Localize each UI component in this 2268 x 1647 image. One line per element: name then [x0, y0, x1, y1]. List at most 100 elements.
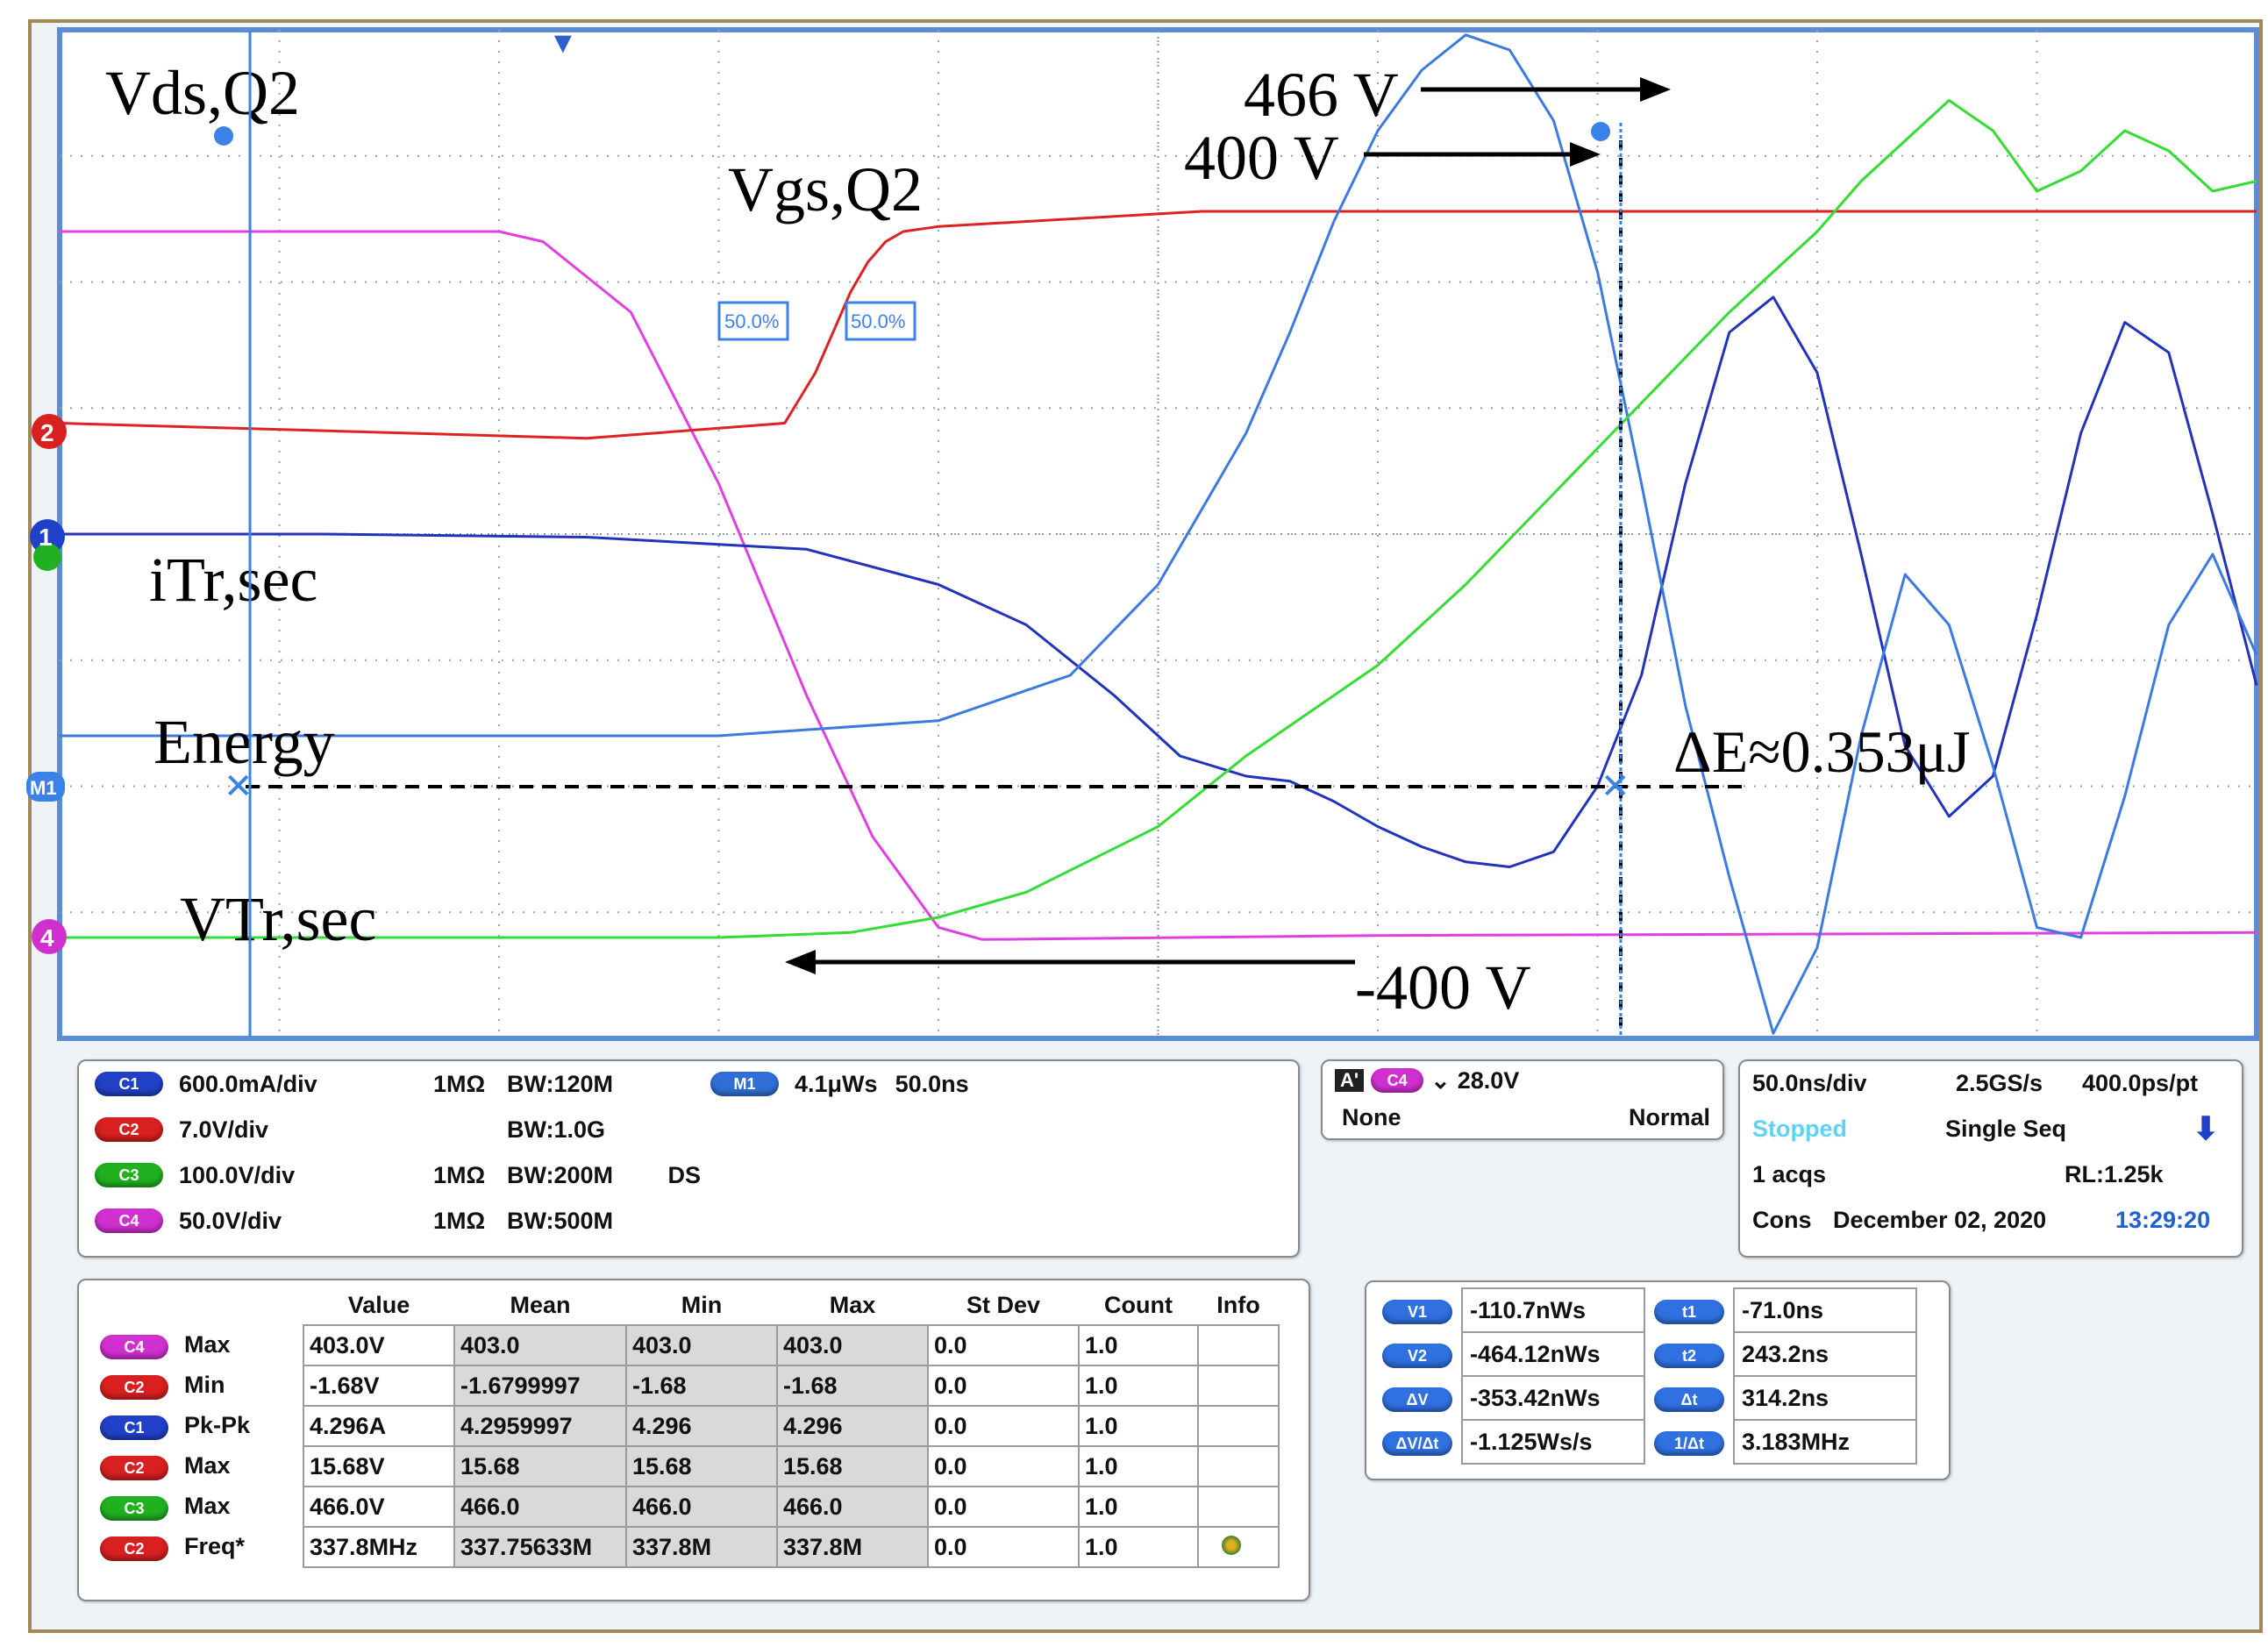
cursor-x-1: ✕ — [224, 767, 253, 806]
cell-stdev: 0.0 — [927, 1365, 1080, 1407]
measurement-type: Max — [184, 1331, 231, 1358]
arrow-466-head — [1640, 77, 1671, 102]
trigger-coupling: None — [1342, 1103, 1401, 1130]
cell-min: 15.68 — [625, 1445, 778, 1487]
bandwidth-label: BW: — [507, 1070, 554, 1097]
bandwidth-label: BW: — [507, 1161, 554, 1188]
cell-info — [1197, 1405, 1280, 1447]
table-row: C1 Pk-Pk 4.296A 4.2959997 4.296 4.296 0.0 1.0 — [95, 1405, 1280, 1447]
channel-extra: DS — [667, 1161, 702, 1188]
cursor-t-value: 243.2ns — [1733, 1331, 1917, 1377]
marker-m1: M1 — [26, 772, 65, 802]
cursor-v-badge[interactable]: V1 — [1382, 1300, 1452, 1324]
run-stop-arrow-icon[interactable]: ⬇ — [2193, 1110, 2220, 1146]
cell-info — [1197, 1365, 1280, 1407]
measurement-source-badge[interactable]: C2 — [100, 1375, 168, 1400]
channel-scale: 100.0V/div — [179, 1161, 296, 1188]
measurement-type: Pk-Pk — [184, 1412, 251, 1438]
cell-value: -1.68V — [303, 1365, 455, 1407]
trigger-a-badge[interactable]: A' — [1335, 1069, 1365, 1092]
trace-vtr-sec — [60, 99, 2257, 939]
edge-measure-left: 50.0% — [717, 301, 789, 341]
cell-mean: 337.75633M — [453, 1526, 627, 1568]
channel-badge[interactable]: C3 — [95, 1163, 163, 1187]
cell-info — [1197, 1445, 1280, 1487]
table-row: C3 Max 466.0V 466.0 466.0 466.0 0.0 1.0 — [95, 1486, 1280, 1528]
cell-count: 1.0 — [1078, 1486, 1199, 1528]
trigger-source-badge[interactable]: C4 — [1371, 1068, 1424, 1093]
channel-row: C2 7.0V/div BW: 1.0G — [95, 1110, 668, 1149]
cell-info — [1197, 1324, 1280, 1366]
trigger-slope-icon: ⌄ — [1430, 1066, 1451, 1094]
channel-panel: C1 600.0mA/div 1MΩ BW: 120M C2 7.0V/div BW: 1.0G… — [77, 1059, 1300, 1258]
label-466v: 466 V — [1244, 60, 1399, 130]
table-row: C2 Min -1.68V -1.6799997 -1.68 -1.68 0.0 1.0 — [95, 1365, 1280, 1407]
cell-mean: 403.0 — [453, 1324, 627, 1366]
math-badge[interactable]: M1 — [710, 1072, 779, 1096]
cell-value: 403.0V — [303, 1324, 455, 1366]
cell-min: 403.0 — [625, 1324, 778, 1366]
cursor-row: ΔV -353.42nWs Δt 314.2ns — [1373, 1375, 1917, 1421]
table-row: C2 Max 15.68V 15.68 15.68 15.68 0.0 1.0 — [95, 1445, 1280, 1487]
measurement-type: Max — [184, 1452, 231, 1479]
channel-badge[interactable]: C2 — [95, 1117, 163, 1142]
cell-max: 466.0 — [776, 1486, 929, 1528]
arrow-neg400-head — [785, 950, 816, 974]
svg-text:1: 1 — [39, 524, 53, 551]
cell-count: 1.0 — [1078, 1324, 1199, 1366]
col-max: Max — [829, 1291, 876, 1318]
cell-min: 466.0 — [625, 1486, 778, 1528]
cell-count: 1.0 — [1078, 1365, 1199, 1407]
cursor-v-value: -353.42nWs — [1461, 1375, 1645, 1421]
measurement-source-badge[interactable]: C1 — [100, 1415, 168, 1440]
channel-badge[interactable]: C1 — [95, 1072, 163, 1096]
svg-text:50.0%: 50.0% — [851, 310, 905, 332]
table-row: C2 Freq* 337.8MHz 337.75633M 337.8M 337.8M 0.0… — [95, 1526, 1280, 1568]
measurement-source-badge[interactable]: C3 — [100, 1496, 168, 1521]
cell-max: 337.8M — [776, 1526, 929, 1568]
col-mean: Mean — [510, 1291, 571, 1318]
timebase-div: 50.0ns/div — [1752, 1070, 1867, 1096]
trace-itr-sec — [60, 296, 2258, 868]
status-dot-icon — [1222, 1535, 1241, 1555]
bandwidth-label: BW: — [507, 1116, 554, 1143]
label-neg400v: -400 V — [1355, 952, 1531, 1023]
cursor-x-2: ✕ — [1601, 767, 1630, 806]
channel-impedance: 1MΩ — [433, 1070, 486, 1097]
cursor-t-badge[interactable]: t1 — [1654, 1300, 1724, 1324]
cursor-v-badge[interactable]: ΔV/Δt — [1382, 1431, 1452, 1456]
measurement-source-badge[interactable]: C4 — [100, 1335, 168, 1359]
measurement-source-badge[interactable]: C2 — [100, 1456, 168, 1480]
cell-max: -1.68 — [776, 1365, 929, 1407]
measurement-type: Freq* — [184, 1533, 246, 1559]
annotations: Vds,Q2 Vgs,Q2 iTr,sec Energy VTr,sec 466… — [26, 26, 1971, 1037]
cursor-t-badge[interactable]: Δt — [1654, 1387, 1724, 1412]
math-row: M1 4.1μWs 50.0ns — [710, 1065, 969, 1103]
cursor-v-badge[interactable]: V2 — [1382, 1344, 1452, 1368]
channel-badge[interactable]: C4 — [95, 1209, 163, 1233]
cursor-t-value: -71.0ns — [1733, 1287, 1917, 1333]
table-row: C4 Max 403.0V 403.0 403.0 403.0 0.0 1.0 — [95, 1324, 1280, 1366]
measurement-table: Value Mean Min Max St Dev Count Info C4 M… — [95, 1286, 1280, 1568]
cell-mean: 466.0 — [453, 1486, 627, 1528]
measurement-source-badge[interactable]: C2 — [100, 1536, 168, 1561]
acq-time: 13:29:20 — [2115, 1207, 2211, 1233]
svg-text:4: 4 — [40, 924, 54, 952]
cursor-t-badge[interactable]: t2 — [1654, 1344, 1724, 1368]
acq-count: 1 acqs — [1752, 1161, 1827, 1187]
cell-stdev: 0.0 — [927, 1324, 1080, 1366]
cursor-row: ΔV/Δt -1.125Ws/s 1/Δt 3.183MHz — [1373, 1419, 1917, 1465]
marker-ch4: 4 — [32, 919, 67, 954]
cell-min: 4.296 — [625, 1405, 778, 1447]
trigger-level: 28.0V — [1457, 1066, 1520, 1094]
channel-row: C1 600.0mA/div 1MΩ BW: 120M — [95, 1065, 668, 1103]
timebase-panel: 50.0ns/div 2.5GS/s 400.0ps/pt Stopped Si… — [1738, 1059, 2243, 1258]
cell-value: 15.68V — [303, 1445, 455, 1487]
col-stdev: St Dev — [966, 1291, 1041, 1318]
cursor-t-badge[interactable]: 1/Δt — [1654, 1431, 1724, 1456]
col-count: Count — [1104, 1291, 1173, 1318]
channel-bandwidth: 500M — [553, 1207, 614, 1234]
cursor-v-badge[interactable]: ΔV — [1382, 1387, 1452, 1412]
cursor-a-marker — [214, 126, 233, 146]
